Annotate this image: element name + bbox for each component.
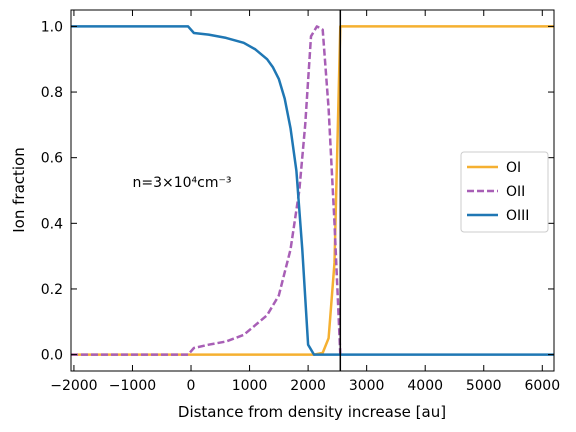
y-tick-label: 0.8 (41, 85, 63, 101)
y-tick-label: 0.0 (41, 348, 63, 364)
legend: OI OII OIII (460, 151, 549, 233)
x-axis: −2000 −1000 0 1000 2000 3000 4000 5000 6000 (50, 10, 560, 394)
y-tick-label: 0.6 (41, 151, 63, 167)
x-tick-label: 4000 (407, 378, 443, 394)
x-tick-label: 0 (187, 378, 196, 394)
x-tick-label: 2000 (290, 378, 326, 394)
x-tick-label: −2000 (50, 378, 97, 394)
series-line-oiii (71, 25, 554, 356)
y-tick-label: 0.4 (41, 216, 63, 232)
plot-frame (70, 9, 555, 372)
y-tick-label: 1.0 (41, 19, 63, 35)
x-tick-label: −1000 (109, 378, 156, 394)
legend-label-oii: OII (506, 184, 525, 200)
x-tick-label: 1000 (232, 378, 268, 394)
legend-label-oiii: OIII (506, 208, 529, 224)
x-tick-label: 5000 (466, 378, 502, 394)
legend-box (460, 151, 549, 233)
y-tick-label: 0.2 (41, 282, 63, 298)
legend-label-oi: OI (506, 160, 521, 176)
series-line-oii (71, 25, 342, 356)
x-tick-label: 6000 (524, 378, 560, 394)
x-axis-label: Distance from density increase [au] (178, 403, 446, 421)
y-axis-label: Ion fraction (10, 147, 28, 233)
density-annotation: n=3×10⁴cm⁻³ (132, 175, 231, 191)
y-axis: 0.0 0.2 0.4 0.6 0.8 1.0 (41, 19, 554, 364)
x-tick-label: 3000 (349, 378, 385, 394)
